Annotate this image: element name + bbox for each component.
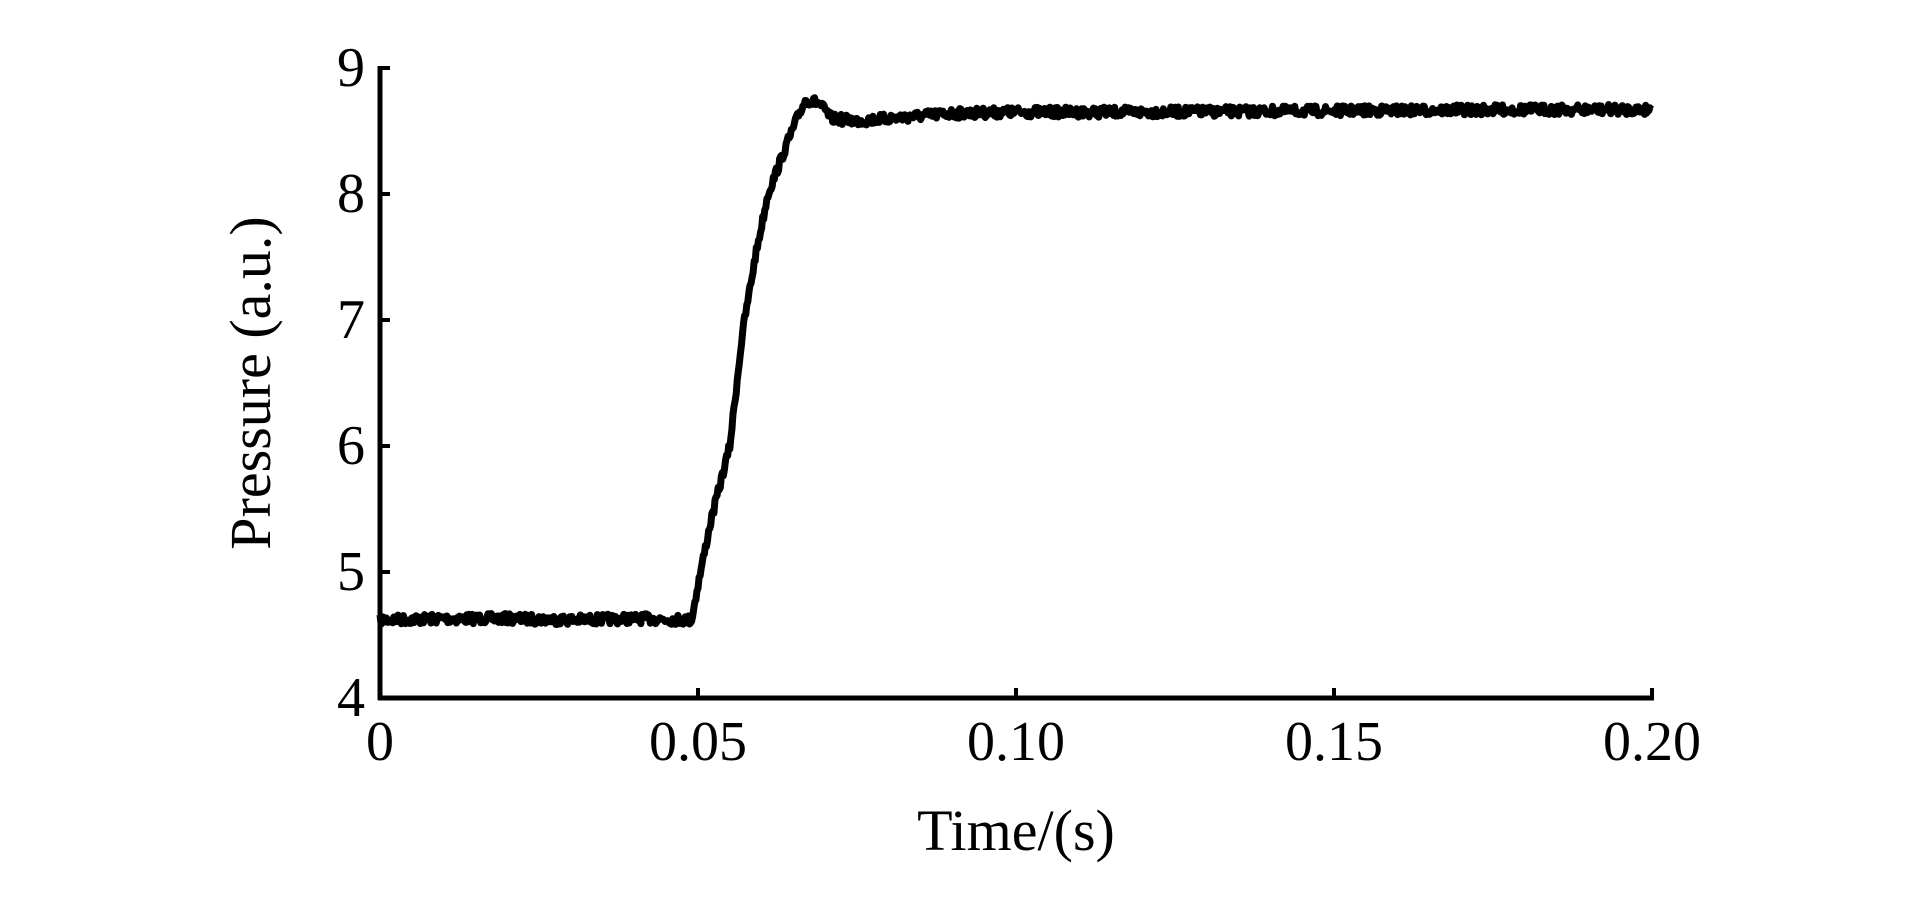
plot-area xyxy=(376,94,1655,628)
x-tick-label: 0 xyxy=(366,711,394,773)
y-axis-label: Pressure (a.u.) xyxy=(218,216,283,549)
y-tick-label: 5 xyxy=(337,541,365,603)
y-tick-label: 9 xyxy=(337,37,365,99)
x-axis-label: Time/(s) xyxy=(917,798,1115,863)
y-tick-label: 7 xyxy=(337,289,365,351)
x-tick-label: 0.10 xyxy=(967,711,1065,773)
x-tick-label: 0.15 xyxy=(1285,711,1383,773)
y-tick-label: 8 xyxy=(337,163,365,225)
pressure-series-line xyxy=(376,94,1655,628)
x-tick-label: 0.20 xyxy=(1603,711,1701,773)
y-tick-label: 6 xyxy=(337,415,365,477)
y-tick-label: 4 xyxy=(337,667,365,729)
x-tick-label: 0.05 xyxy=(649,711,747,773)
